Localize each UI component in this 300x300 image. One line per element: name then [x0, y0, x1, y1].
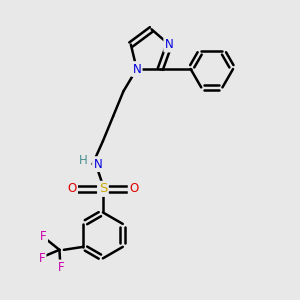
- Text: S: S: [99, 182, 107, 195]
- Text: N: N: [94, 158, 102, 171]
- Text: F: F: [58, 261, 64, 274]
- Text: O: O: [67, 182, 76, 195]
- Text: N: N: [165, 38, 173, 51]
- Text: F: F: [40, 230, 46, 243]
- Text: N: N: [132, 62, 141, 76]
- Text: F: F: [38, 252, 45, 265]
- Text: O: O: [129, 182, 138, 195]
- Text: H: H: [80, 154, 88, 167]
